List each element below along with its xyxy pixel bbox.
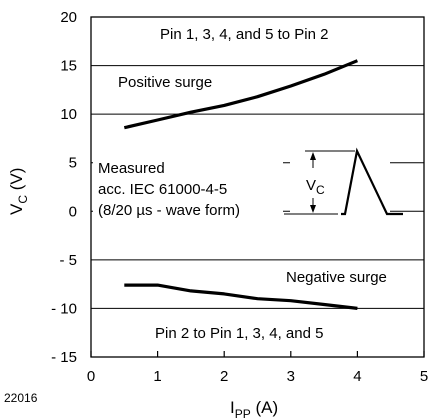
y-axis-ticks: 20 15 10 5 0 - 5 - 10 - 15 (51, 9, 77, 366)
y-tick-label: 15 (60, 58, 77, 75)
series-layer (123, 59, 359, 310)
y-tick-label: 5 (69, 155, 77, 172)
top-note-bg (152, 20, 387, 44)
y-tick-label: - 15 (51, 349, 77, 366)
y-tick-label: 0 (69, 203, 77, 220)
x-axis-label: IPP (A) (230, 398, 278, 420)
inset-arrow-down-head (310, 205, 316, 213)
inset-arrow-up-head (310, 152, 316, 160)
y-tick-label: 20 (60, 9, 77, 26)
x-tick-label: 5 (420, 368, 428, 385)
y-tick-label: - 10 (51, 300, 77, 317)
top-note: Pin 1, 3, 4, and 5 to Pin 2 (160, 26, 328, 43)
series-line-negative-surge (124, 283, 358, 310)
x-tick-label: 4 (353, 368, 361, 385)
bottom-note-bg (148, 318, 388, 342)
x-tick-label: 1 (153, 368, 161, 385)
series-line-positive-surge (123, 59, 359, 130)
y-tick-label: 10 (60, 106, 77, 123)
x-tick-label: 3 (287, 368, 295, 385)
x-tick-label: 0 (87, 368, 95, 385)
measured-note-bg (93, 155, 283, 223)
measured-line-2: acc. IEC 61000-4-5 (98, 181, 227, 198)
measured-line-3: (8/20 µs - wave form) (98, 202, 240, 219)
inset-bg (290, 140, 390, 225)
figure-id: 22016 (4, 391, 38, 405)
negative-surge-bg (283, 264, 387, 286)
bottom-note: Pin 2 to Pin 1, 3, 4, and 5 (155, 325, 323, 342)
positive-surge-label: Positive surge (118, 74, 212, 91)
measured-line-1: Measured (98, 160, 165, 177)
waveform-inset: VC (284, 140, 403, 225)
x-tick-label: 2 (220, 368, 228, 385)
y-tick-label: - 5 (59, 252, 77, 269)
y-axis-label: VC (V) (7, 168, 30, 215)
inset-vc-label: VC (306, 177, 325, 197)
x-axis-ticks: 0 1 2 3 4 5 (87, 351, 428, 385)
negative-surge-label: Negative surge (286, 269, 387, 286)
inset-waveform (341, 147, 403, 216)
